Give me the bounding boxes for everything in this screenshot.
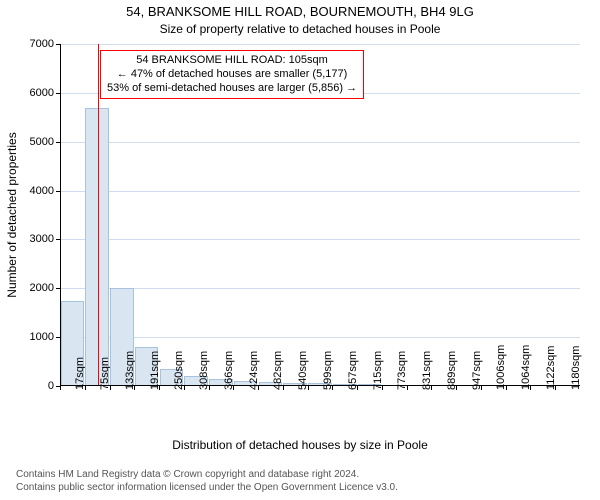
x-tick-mark	[85, 386, 86, 390]
x-tick-label: 1122sqm	[545, 346, 557, 390]
x-tick-mark	[184, 386, 185, 390]
gridline	[60, 142, 580, 143]
annotation-line: 54 BRANKSOME HILL ROAD: 105sqm	[107, 54, 357, 68]
y-tick-label: 6000	[30, 87, 60, 99]
x-tick-mark	[308, 386, 309, 390]
x-axis-title: Distribution of detached houses by size …	[0, 438, 600, 452]
x-tick-mark	[431, 386, 432, 390]
x-tick-mark	[481, 386, 482, 390]
y-tick-label: 5000	[30, 136, 60, 148]
property-marker-line	[98, 44, 99, 386]
x-tick-mark	[530, 386, 531, 390]
x-tick-mark	[555, 386, 556, 390]
x-tick-mark	[60, 386, 61, 390]
y-tick-label: 0	[48, 380, 60, 392]
x-tick-mark	[258, 386, 259, 390]
x-tick-mark	[283, 386, 284, 390]
x-tick-label: 1180sqm	[570, 346, 582, 390]
footer-line-2: Contains public sector information licen…	[16, 482, 584, 495]
annotation-line: ← 47% of detached houses are smaller (5,…	[107, 68, 357, 82]
x-tick-mark	[407, 386, 408, 390]
chart-subtitle: Size of property relative to detached ho…	[0, 22, 600, 36]
annotation-line: 53% of semi-detached houses are larger (…	[107, 82, 357, 96]
footer-line-1: Contains HM Land Registry data © Crown c…	[16, 469, 584, 482]
gridline	[60, 191, 580, 192]
x-tick-label: 1006sqm	[495, 345, 507, 390]
chart-title: 54, BRANKSOME HILL ROAD, BOURNEMOUTH, BH…	[0, 4, 600, 19]
x-tick-mark	[209, 386, 210, 390]
x-tick-mark	[233, 386, 234, 390]
y-tick-label: 2000	[30, 282, 60, 294]
gridline	[60, 288, 580, 289]
y-axis-title: Number of detached properties	[5, 132, 19, 297]
y-tick-label: 7000	[30, 38, 60, 50]
x-tick-mark	[110, 386, 111, 390]
y-tick-label: 4000	[30, 185, 60, 197]
x-tick-mark	[332, 386, 333, 390]
x-tick-mark	[456, 386, 457, 390]
x-tick-mark	[506, 386, 507, 390]
y-tick-label: 1000	[30, 331, 60, 343]
x-axis-line	[60, 385, 580, 386]
footer-attribution: Contains HM Land Registry data © Crown c…	[16, 469, 584, 494]
gridline	[60, 44, 580, 45]
property-annotation: 54 BRANKSOME HILL ROAD: 105sqm← 47% of d…	[100, 50, 364, 99]
x-tick-mark	[159, 386, 160, 390]
y-axis-line	[60, 44, 61, 386]
x-tick-mark	[134, 386, 135, 390]
gridline	[60, 337, 580, 338]
chart-container: 54, BRANKSOME HILL ROAD, BOURNEMOUTH, BH…	[0, 0, 600, 500]
x-tick-mark	[357, 386, 358, 390]
x-tick-label: 1064sqm	[520, 345, 532, 390]
gridline	[60, 239, 580, 240]
x-tick-mark	[382, 386, 383, 390]
y-tick-label: 3000	[30, 233, 60, 245]
